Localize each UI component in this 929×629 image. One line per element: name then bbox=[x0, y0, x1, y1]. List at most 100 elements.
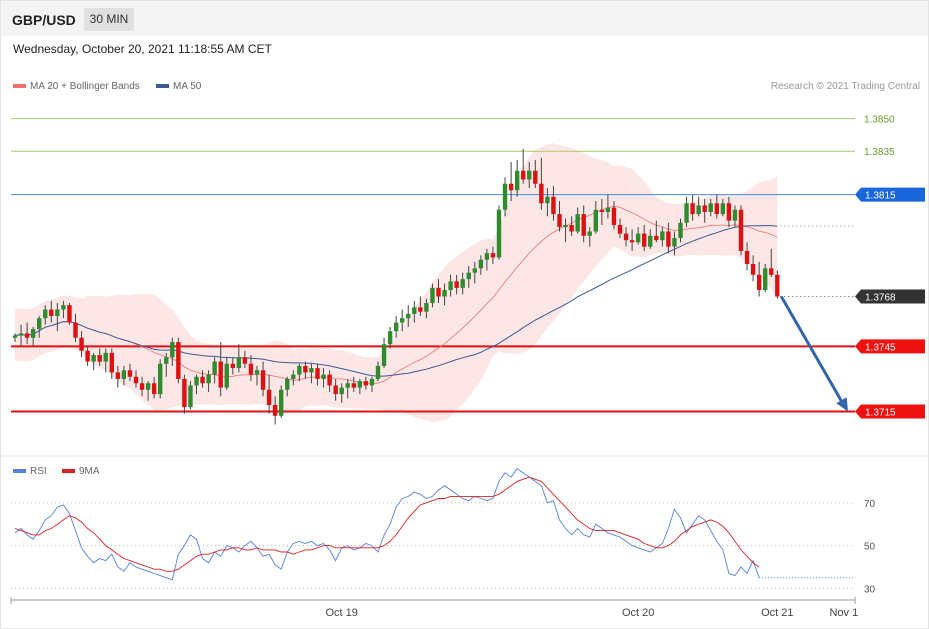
candle-body bbox=[164, 357, 169, 364]
x-tick-label: Nov 1 bbox=[829, 607, 858, 619]
level-label-1.3768: 1.3768 bbox=[865, 293, 896, 304]
rsi-level-label-70: 70 bbox=[864, 499, 876, 510]
candle-body bbox=[648, 235, 653, 247]
rsi-swatch bbox=[13, 469, 26, 474]
candle-body bbox=[557, 214, 562, 228]
candle-body bbox=[151, 383, 157, 395]
candle-body bbox=[333, 385, 338, 395]
candle-body bbox=[460, 279, 465, 288]
legend-ma50: MA 50 bbox=[156, 81, 201, 92]
credit-label: Research © 2021 Trading Central bbox=[770, 81, 920, 92]
candle-body bbox=[587, 231, 592, 236]
candle-body bbox=[393, 322, 399, 332]
candle-body bbox=[714, 203, 719, 215]
candle-body bbox=[654, 235, 659, 241]
ma50-line bbox=[14, 225, 778, 377]
candle-body bbox=[218, 361, 223, 388]
candle-body bbox=[478, 259, 484, 269]
candle-body bbox=[672, 237, 677, 247]
candle-body bbox=[55, 309, 60, 317]
candle-body bbox=[732, 209, 738, 221]
candle-body bbox=[490, 253, 496, 258]
candle-body bbox=[236, 357, 242, 369]
x-tick-label: Oct 20 bbox=[622, 607, 654, 619]
candle-body bbox=[303, 365, 308, 373]
candle-body bbox=[575, 214, 580, 232]
candle-body bbox=[133, 376, 139, 384]
candle-body bbox=[321, 374, 326, 379]
candle-body bbox=[629, 240, 635, 243]
ma50-legend-label: MA 50 bbox=[173, 81, 202, 92]
level-label-1.3745: 1.3745 bbox=[865, 342, 896, 353]
candle-body bbox=[502, 183, 508, 210]
candle-body bbox=[176, 342, 181, 379]
candle-body bbox=[121, 370, 127, 379]
candle-body bbox=[454, 281, 459, 288]
candle-body bbox=[115, 372, 121, 379]
candle-body bbox=[599, 209, 605, 212]
candle-body bbox=[224, 363, 229, 388]
candle-body bbox=[194, 376, 199, 386]
candle-body bbox=[37, 318, 42, 330]
candle-body bbox=[660, 231, 665, 241]
candle-body bbox=[708, 203, 713, 212]
x-tick-label: Oct 21 bbox=[761, 607, 793, 619]
candle-body bbox=[738, 209, 744, 251]
candle-body bbox=[581, 214, 586, 236]
candle-body bbox=[363, 381, 369, 386]
candle-body bbox=[188, 385, 193, 408]
candle-body bbox=[309, 368, 314, 373]
x-tick-label: Oct 19 bbox=[325, 607, 357, 619]
level-tag-1.3815 bbox=[855, 187, 925, 202]
ma20-legend-label: MA 20 + Bollinger Bands bbox=[30, 81, 140, 92]
candle-body bbox=[387, 331, 393, 345]
candle-body bbox=[750, 263, 756, 275]
candle-body bbox=[508, 183, 514, 191]
rsi-level-label-30: 30 bbox=[864, 584, 876, 595]
candle-body bbox=[666, 231, 671, 247]
legend-rsi-ma: 9MA bbox=[62, 466, 100, 477]
level-tag-1.3715 bbox=[855, 404, 925, 419]
candle-body bbox=[85, 350, 90, 362]
candle-body bbox=[279, 389, 284, 416]
candle-body bbox=[720, 203, 726, 215]
symbol-label: GBP/USD bbox=[12, 12, 76, 28]
candle-body bbox=[635, 233, 641, 243]
candle-body bbox=[775, 274, 780, 297]
candle-body bbox=[91, 355, 96, 362]
candle-body bbox=[514, 170, 520, 191]
candle-body bbox=[158, 363, 163, 395]
candle-body bbox=[611, 207, 617, 225]
legend-ma20: MA 20 + Bollinger Bands bbox=[13, 81, 140, 92]
candle-body bbox=[357, 381, 363, 388]
candle-body bbox=[533, 170, 538, 184]
candle-body bbox=[569, 224, 574, 232]
projection-arrow bbox=[779, 295, 846, 407]
timeframe-button[interactable]: 30 MIN bbox=[84, 8, 134, 31]
candle-body bbox=[430, 287, 435, 304]
candle-body bbox=[345, 383, 350, 388]
ma50-swatch bbox=[156, 84, 169, 89]
level-label-1.3835: 1.3835 bbox=[864, 147, 895, 158]
candle-body bbox=[605, 207, 611, 212]
candle-body bbox=[242, 357, 248, 364]
candle-body bbox=[43, 309, 48, 319]
candle-body bbox=[206, 374, 211, 384]
candle-body bbox=[551, 196, 556, 215]
candle-body bbox=[182, 378, 187, 408]
legend-rsi: RSI bbox=[13, 466, 47, 477]
rsi-ma-line bbox=[14, 476, 760, 572]
candle-body bbox=[545, 196, 550, 204]
candle-body bbox=[297, 365, 302, 375]
candle-body bbox=[315, 368, 320, 379]
candle-body bbox=[424, 303, 429, 312]
candle-body bbox=[97, 355, 102, 362]
candle-body bbox=[18, 333, 24, 336]
candle-body bbox=[678, 222, 683, 238]
rsi-ma-swatch bbox=[62, 469, 75, 474]
candle-body bbox=[272, 404, 278, 416]
candle-body bbox=[24, 333, 30, 338]
candle-body bbox=[744, 250, 750, 264]
level-label-1.3815: 1.3815 bbox=[865, 191, 896, 202]
